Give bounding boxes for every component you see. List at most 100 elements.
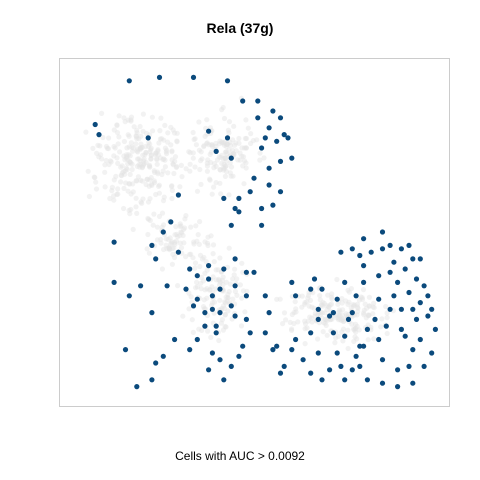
background-cell-point xyxy=(106,161,112,168)
highlighted-cell-point xyxy=(357,363,363,369)
background-cell-point xyxy=(170,161,176,167)
background-cell-point xyxy=(159,171,165,178)
background-cell-point xyxy=(189,317,195,323)
background-cell-point xyxy=(230,296,236,302)
background-cell-point xyxy=(121,153,127,159)
background-cell-point xyxy=(173,164,179,170)
background-cell-point xyxy=(231,272,237,278)
highlighted-cell-point xyxy=(92,121,98,128)
highlighted-cell-point xyxy=(209,293,215,299)
background-cell-point xyxy=(208,149,214,155)
highlighted-cell-point xyxy=(262,135,268,141)
background-cell-point xyxy=(121,205,127,212)
background-cell-point xyxy=(348,305,354,311)
background-cell-point xyxy=(111,177,117,183)
background-cell-point xyxy=(227,170,233,176)
background-cell-point xyxy=(95,142,101,148)
background-cell-point xyxy=(126,133,132,139)
background-cell-point xyxy=(201,143,207,149)
background-cell-point xyxy=(321,300,327,307)
highlighted-cell-point xyxy=(398,246,404,252)
background-cell-point xyxy=(209,302,215,308)
background-cell-point xyxy=(127,153,133,159)
background-cell-point xyxy=(130,145,137,151)
background-cell-point xyxy=(339,296,345,302)
highlighted-cell-point xyxy=(259,222,265,228)
background-cell-point xyxy=(96,154,102,160)
background-cell-point xyxy=(148,152,154,158)
background-cell-point xyxy=(114,122,120,129)
background-cell-point xyxy=(159,266,165,272)
highlighted-cell-point xyxy=(413,316,420,322)
background-cell-point xyxy=(150,128,156,134)
background-cell-point xyxy=(143,143,149,149)
background-cell-point xyxy=(339,329,345,335)
highlighted-cell-point xyxy=(379,357,386,363)
background-cell-point xyxy=(202,133,208,139)
background-cell-point xyxy=(194,279,200,285)
background-cell-point xyxy=(293,309,299,315)
background-cell-point xyxy=(384,310,390,316)
background-cell-point xyxy=(154,156,160,162)
background-cell-point xyxy=(241,181,247,187)
highlighted-cell-point xyxy=(266,310,272,316)
background-cell-point xyxy=(198,280,204,286)
background-cell-point xyxy=(349,314,355,320)
background-cell-point xyxy=(158,115,164,121)
highlighted-cell-point xyxy=(190,74,197,80)
background-cell-point xyxy=(356,327,362,333)
background-cell-point xyxy=(211,161,218,167)
background-cell-point xyxy=(370,311,376,317)
background-cell-point xyxy=(335,301,341,307)
background-cell-point xyxy=(139,200,145,206)
background-cell-point xyxy=(134,178,140,184)
background-cell-point xyxy=(336,309,342,315)
background-cell-point xyxy=(172,239,178,246)
background-cell-point xyxy=(320,329,326,335)
highlighted-cell-point xyxy=(217,357,223,363)
background-cell-point xyxy=(147,217,153,224)
background-cell-point xyxy=(181,240,187,246)
background-cell-point xyxy=(157,155,164,161)
background-cell-point xyxy=(109,188,115,194)
highlighted-cell-point xyxy=(391,259,397,265)
background-cell-point xyxy=(207,287,213,293)
background-cell-point xyxy=(299,293,305,299)
background-cell-point xyxy=(192,265,198,271)
background-cell-point xyxy=(199,256,205,262)
background-cell-point xyxy=(125,157,131,163)
background-cell-point xyxy=(155,147,161,153)
highlighted-cell-point xyxy=(432,326,438,332)
background-cell-point xyxy=(178,245,185,251)
background-cell-point xyxy=(219,277,225,283)
background-cell-point xyxy=(163,236,169,242)
background-cell-point xyxy=(239,295,245,301)
highlighted-cell-point xyxy=(187,347,193,353)
highlighted-cell-point xyxy=(251,175,257,181)
background-cell-point xyxy=(99,110,105,116)
background-cell-point xyxy=(236,140,242,146)
background-cell-point xyxy=(148,175,154,181)
background-cell-point xyxy=(215,267,221,273)
highlighted-cell-point xyxy=(232,313,238,319)
background-cell-point xyxy=(129,144,135,150)
background-cell-point xyxy=(220,156,226,162)
background-cell-point xyxy=(222,299,228,305)
background-cell-point xyxy=(197,219,203,225)
background-cell-point xyxy=(115,186,121,192)
highlighted-cell-point xyxy=(175,192,181,198)
highlighted-cell-point xyxy=(255,98,261,104)
background-cell-point xyxy=(143,149,149,155)
background-cell-point xyxy=(111,153,117,159)
background-cell-point xyxy=(149,181,155,187)
highlighted-cell-point xyxy=(206,263,212,269)
background-cell-point xyxy=(217,167,223,173)
background-cell-point xyxy=(302,321,309,327)
background-cell-point xyxy=(134,130,140,136)
background-cell-point xyxy=(365,337,371,343)
background-cell-point xyxy=(354,336,360,342)
background-cell-point xyxy=(160,156,166,163)
background-cell-point xyxy=(289,311,295,318)
background-cell-point xyxy=(209,284,215,290)
background-cell-point xyxy=(217,297,223,303)
